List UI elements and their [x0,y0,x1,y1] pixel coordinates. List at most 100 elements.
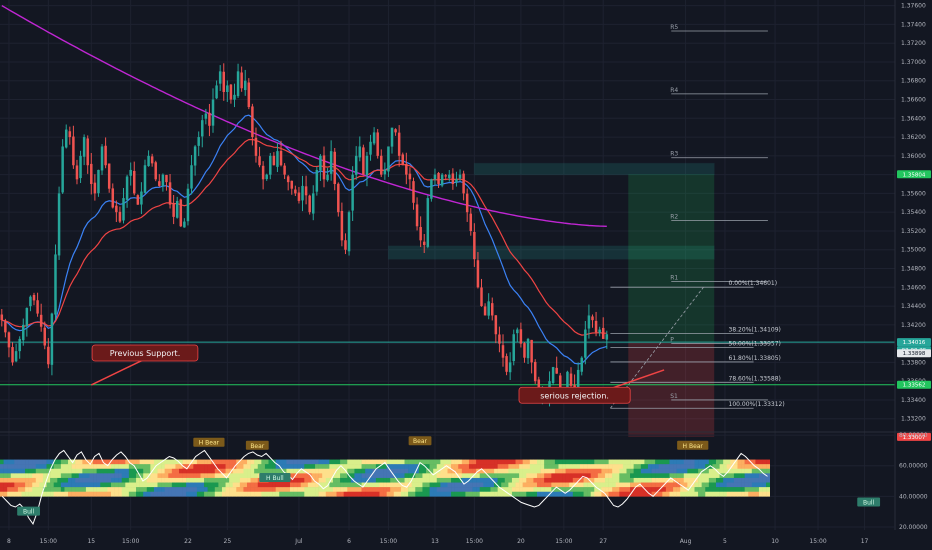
heatmap-cell [57,477,62,483]
heatmap-cell [354,477,359,483]
candle-body [158,181,161,186]
heatmap-cell [551,468,556,474]
heatmap-cell [576,473,581,479]
heatmap-cell [118,468,123,474]
heatmap-cell [146,477,151,483]
heatmap-cell [658,459,663,465]
heatmap-cell [35,459,40,465]
heatmap-cell [239,487,244,493]
heatmap-cell [136,482,140,488]
heatmap-cell [143,487,148,493]
heatmap-cell [110,459,115,465]
heatmap-cell [508,477,513,483]
heatmap-cell [289,459,294,465]
candle-body [172,203,175,217]
heatmap-cell [35,491,40,497]
price-badge[interactable] [897,380,931,389]
heatmap-cell [726,482,731,488]
price-axis[interactable]: 1.376001.374001.372001.370001.368001.366… [894,0,931,530]
heatmap-cell [694,482,699,488]
price-badge[interactable] [897,170,931,179]
heatmap-cell [85,482,90,488]
heatmap-cell [762,473,767,479]
heatmap-cell [583,468,588,474]
heatmap-cell [322,464,327,470]
heatmap-cell [218,459,223,465]
heatmap-cell [758,487,763,493]
heatmap-cell [519,477,523,483]
heatmap-cell [572,459,577,465]
heatmap-cell [103,464,108,470]
heatmap-cell [730,491,735,497]
heatmap-cell [322,473,327,479]
heatmap-cell [705,491,710,497]
heatmap-cell [511,487,516,493]
heatmap-cell [68,487,72,493]
fib-label: 100.00%(1.33312) [729,401,785,408]
signal-badge [857,497,881,507]
pivot-label: R3 [670,151,678,158]
heatmap-cell [690,482,695,488]
heatmap-cell [50,473,54,479]
annotations[interactable]: Previous Support.serious rejection. [90,344,665,404]
heatmap-cell [236,487,241,493]
heatmap-cell [182,482,187,488]
heatmap-cell [447,464,452,470]
date-axis[interactable]: 8 15:00 15 15:00 22 25 Jul 6 15:00 13 15:00 20 15:00… [7,538,869,545]
heatmap-cell [633,464,638,470]
date-tick-label: 25 [224,538,232,545]
heatmap-cell [565,477,570,483]
heatmap-cell [680,473,685,479]
heatmap-cell [239,491,244,497]
heatmap-cell [42,487,47,493]
annotation-text: serious rejection. [540,391,609,400]
heatmap-cell [426,482,430,488]
price-badge-text: 1.33898 [903,351,926,357]
heatmap-cell [519,482,523,488]
heatmap-cell [465,468,470,474]
heatmap-cell [383,482,387,488]
position-box[interactable] [628,174,715,437]
heatmap-cell [501,482,506,488]
horizontal-levels[interactable] [0,341,895,386]
heatmap-cell [504,468,509,474]
annotation-box[interactable] [91,344,199,362]
price-badge[interactable] [897,432,931,441]
heatmap-cell [207,473,212,479]
price-badge[interactable] [897,338,931,347]
candle-body [50,313,54,365]
heatmap-cell [418,491,423,497]
candle-body [115,205,118,213]
heatmap-cell [218,477,223,483]
candle-body [576,369,580,394]
heatmap-cell [733,473,738,479]
heatmap-cell [605,482,609,488]
heatmap-cell [440,464,445,470]
heatmap-cell [150,459,155,465]
heatmap-cell [665,482,670,488]
heatmap-cell [540,459,545,465]
heatmap-cell [680,487,685,493]
heatmap-cell [89,487,94,493]
heatmap-cell [716,459,720,465]
heatmap-cell [78,473,83,479]
heatmap-cell [587,491,591,497]
candle-body [136,195,140,205]
heatmap-cell [329,473,334,479]
heatmap-cell [164,468,169,474]
position-stop-area[interactable] [628,342,715,437]
price-tick-label: 1.36600 [901,97,926,104]
price-badge-text: 1.33562 [903,383,926,389]
heatmap-cell [64,491,69,497]
heatmap-cell [93,477,97,483]
heatmap-cell [547,464,552,470]
candle-body [294,189,297,194]
position-target-area[interactable] [628,174,715,343]
heatmap-cell [186,468,191,474]
heatmap-cell [110,473,115,479]
price-badge[interactable] [897,349,931,358]
heatmap-cell [608,468,613,474]
annotation-box[interactable] [518,386,631,404]
heatmap-cell [57,473,62,479]
